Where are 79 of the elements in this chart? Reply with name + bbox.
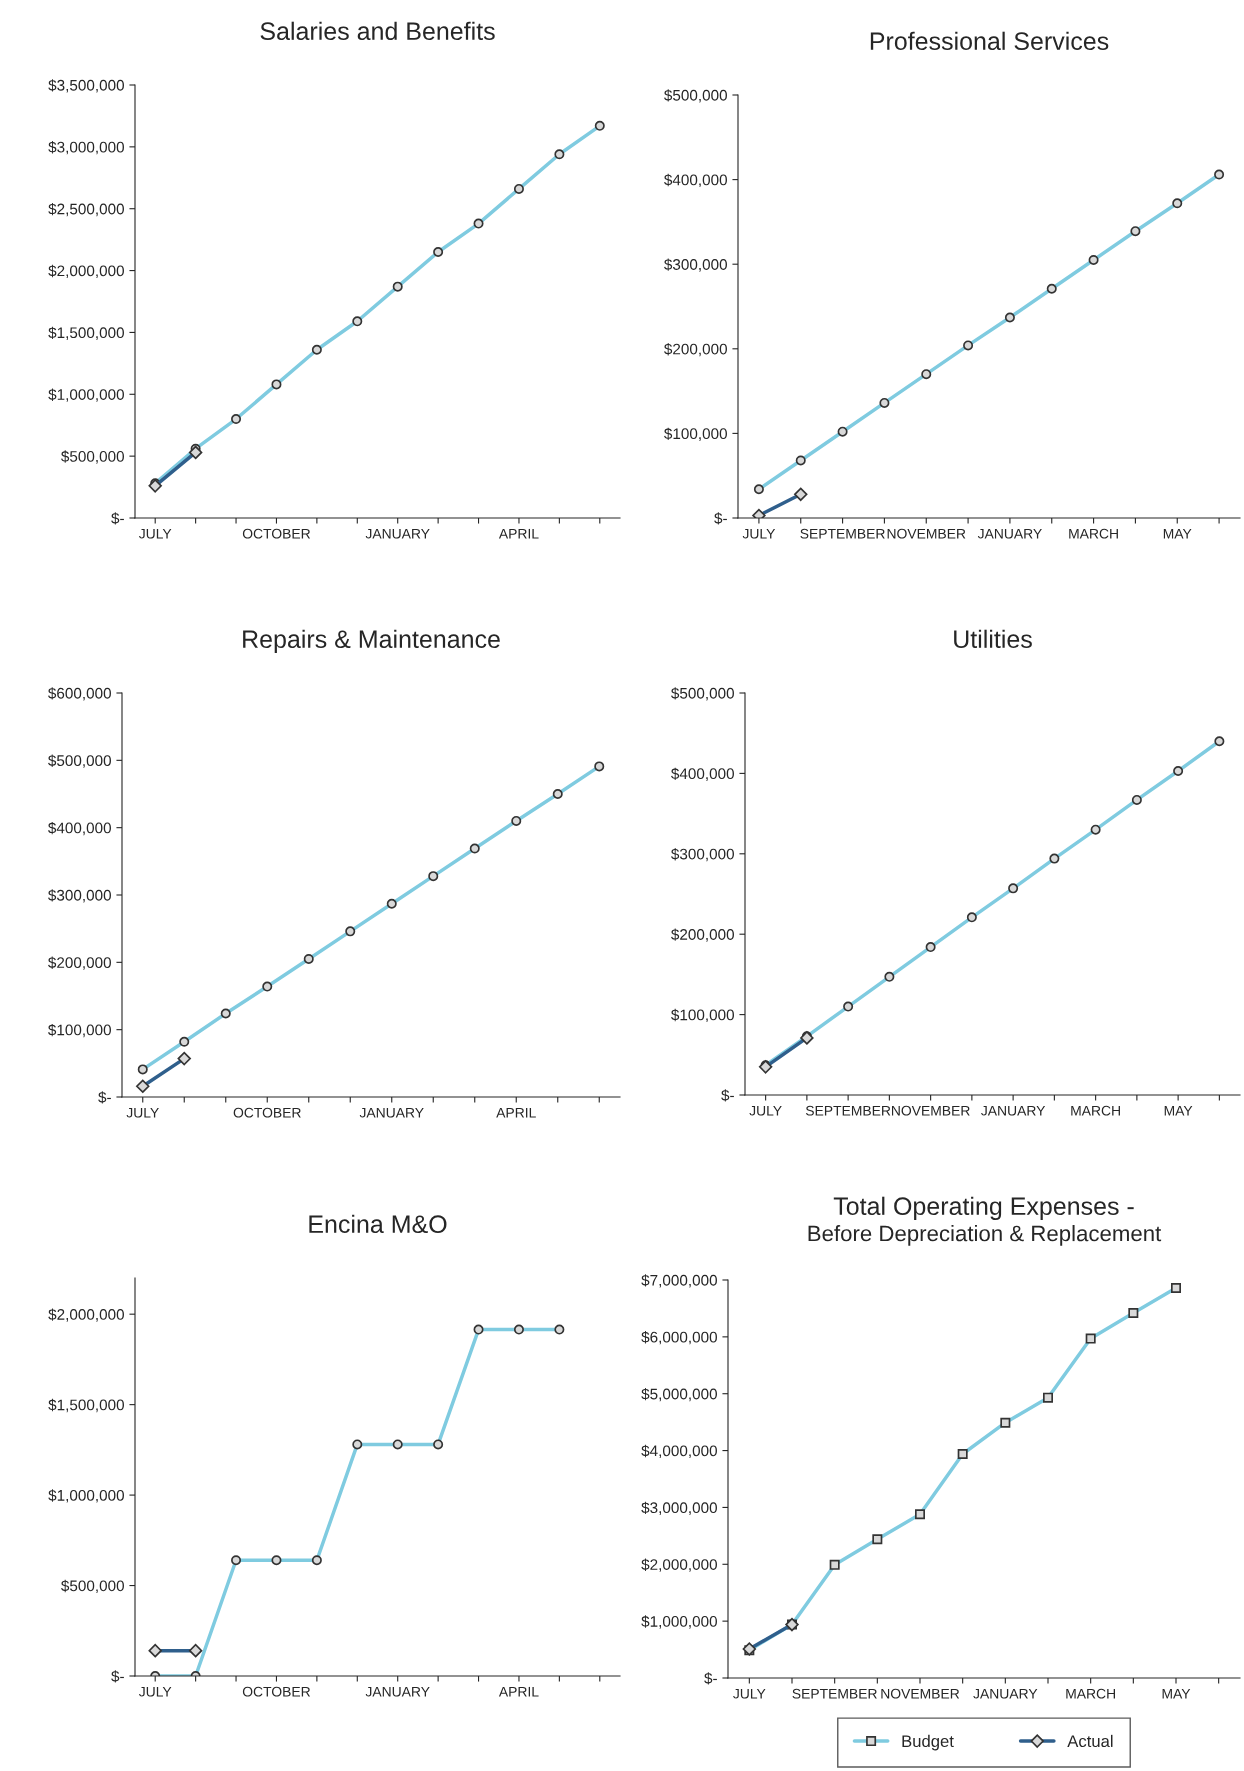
y-tick-label: $2,500,000 — [48, 202, 124, 217]
x-tick-label: NOVEMBER — [892, 1105, 970, 1116]
y-tick-label: $500,000 — [61, 1579, 124, 1594]
y-tick-label: $200,000 — [48, 956, 111, 970]
x-tick-label: OCTOBER — [242, 528, 311, 539]
y-tick-label: $300,000 — [671, 848, 734, 862]
y-tick-label: $600,000 — [48, 687, 111, 701]
y-tick-label: $500,000 — [664, 89, 727, 103]
x-tick-label: JULY — [742, 528, 776, 539]
y-tick-label: $- — [111, 1670, 124, 1683]
chart-title: Total Operating Expenses - — [833, 1196, 1134, 1220]
x-tick-label: JANUARY — [359, 1107, 424, 1118]
x-tick-label: MARCH — [1066, 1688, 1115, 1699]
y-tick-label: $100,000 — [664, 427, 727, 441]
y-tick-label: $1,000,000 — [641, 1615, 717, 1629]
chart-title: Encina M&O — [309, 1214, 447, 1234]
chart-subtitle: Before Depreciation & Replacement — [808, 1225, 1162, 1246]
legend-label: Actual — [1067, 1734, 1113, 1748]
x-tick-label: APRIL — [496, 1107, 536, 1118]
x-tick-label: MARCH — [1069, 528, 1118, 539]
y-tick-label: $500,000 — [671, 687, 734, 701]
y-tick-label: $1,500,000 — [48, 1398, 124, 1413]
y-tick-label: $500,000 — [61, 450, 124, 464]
y-tick-label: $- — [704, 1672, 717, 1685]
x-tick-label: MAY — [1164, 1105, 1193, 1116]
chart-title: Utilities — [954, 629, 1032, 649]
y-tick-label: $3,500,000 — [48, 79, 124, 93]
y-tick-label: $300,000 — [48, 889, 111, 903]
x-tick-label: JANUARY — [973, 1688, 1038, 1699]
x-tick-label: NOVEMBER — [881, 1688, 960, 1699]
y-tick-label: $- — [721, 1089, 734, 1102]
chart-title: Professional Services — [870, 31, 1109, 51]
y-tick-label: $3,000,000 — [48, 141, 124, 155]
x-tick-label: SEPTEMBER — [800, 528, 885, 539]
x-tick-label: MAY — [1163, 528, 1192, 539]
y-tick-label: $6,000,000 — [641, 1331, 717, 1345]
y-tick-label: $100,000 — [48, 1023, 111, 1038]
x-tick-label: JULY — [138, 528, 172, 539]
x-tick-label: MARCH — [1071, 1105, 1120, 1116]
x-tick-label: SEPTEMBER — [792, 1688, 877, 1699]
y-tick-label: $4,000,000 — [641, 1444, 717, 1459]
y-tick-label: $1,000,000 — [48, 388, 124, 402]
y-tick-label: $3,000,000 — [641, 1501, 717, 1515]
y-tick-label: $100,000 — [671, 1008, 734, 1023]
y-tick-label: $1,000,000 — [48, 1489, 124, 1503]
x-tick-label: SEPTEMBER — [805, 1105, 891, 1116]
y-tick-label: $1,500,000 — [48, 326, 124, 340]
y-tick-label: $7,000,000 — [641, 1274, 717, 1288]
y-tick-label: $400,000 — [664, 173, 727, 188]
x-tick-label: JANUARY — [365, 1686, 430, 1697]
y-tick-label: $400,000 — [48, 821, 111, 836]
x-tick-label: JULY — [126, 1107, 159, 1118]
x-tick-label: JULY — [733, 1688, 766, 1699]
y-tick-label: $2,000,000 — [641, 1558, 717, 1572]
x-tick-label: JULY — [749, 1105, 782, 1116]
y-tick-label: $400,000 — [671, 767, 734, 781]
y-tick-label: $2,000,000 — [48, 264, 124, 279]
legend-label: Budget — [902, 1734, 954, 1751]
y-tick-label: $500,000 — [48, 754, 111, 768]
x-tick-label: JANUARY — [977, 528, 1042, 539]
y-tick-label: $300,000 — [664, 258, 727, 272]
y-tick-label: $- — [98, 1091, 111, 1104]
x-tick-label: JANUARY — [365, 528, 430, 539]
x-tick-label: JULY — [138, 1686, 172, 1697]
chart-title: Salaries and Benefits — [260, 21, 495, 41]
y-tick-label: $- — [111, 512, 124, 525]
y-tick-label: $5,000,000 — [641, 1387, 717, 1402]
y-tick-label: $200,000 — [671, 928, 734, 942]
y-tick-label: $- — [714, 512, 727, 525]
x-tick-label: APRIL — [498, 528, 539, 539]
x-tick-label: MAY — [1162, 1688, 1191, 1699]
x-tick-label: OCTOBER — [233, 1107, 301, 1118]
y-tick-label: $200,000 — [664, 343, 727, 357]
x-tick-label: NOVEMBER — [887, 528, 966, 539]
x-tick-label: APRIL — [498, 1686, 539, 1697]
chart-title: Repairs & Maintenance — [243, 629, 500, 653]
y-tick-label: $2,000,000 — [48, 1308, 124, 1322]
x-tick-label: JANUARY — [981, 1105, 1046, 1116]
x-tick-label: OCTOBER — [242, 1686, 311, 1697]
